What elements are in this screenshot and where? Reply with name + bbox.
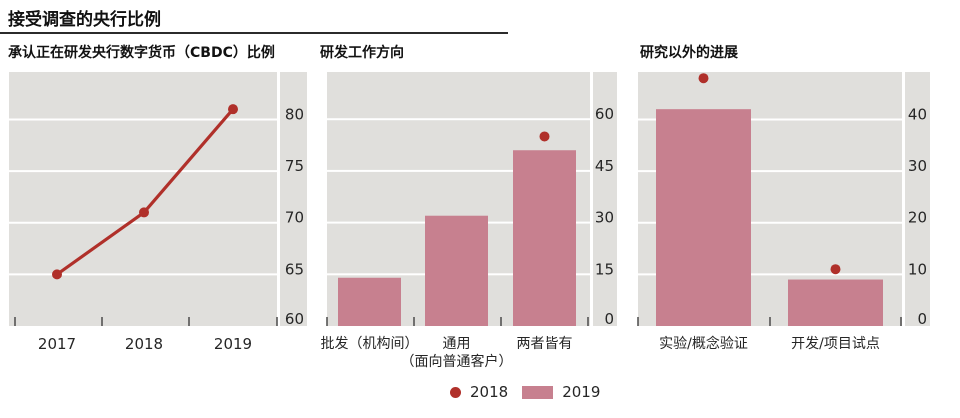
grid-line <box>327 118 590 121</box>
x-tick-mark <box>637 317 639 326</box>
x-tick-mark <box>14 317 16 326</box>
x-category-label: 批发（机构间） <box>321 336 419 352</box>
y-tick-label: 0 <box>917 310 927 328</box>
grid-line <box>9 118 277 121</box>
y-tick-label: 80 <box>285 105 304 123</box>
x-category-label: 通用 <box>443 336 471 352</box>
plot-background <box>9 72 307 326</box>
axis-separator <box>277 72 280 326</box>
y-tick-label: 20 <box>908 209 927 227</box>
legend-item-2018: 2018 <box>450 383 508 401</box>
chart-title-work-focus: 研发工作方向 <box>320 45 404 61</box>
x-tick-mark <box>500 317 502 326</box>
grid-line <box>9 221 277 224</box>
chart-title-cbdc-share: 承认正在研发央行数字货币（CBDC）比例 <box>8 45 275 61</box>
axis-separator <box>590 72 593 326</box>
y-tick-label: 15 <box>595 260 614 278</box>
x-tick-mark <box>900 317 902 326</box>
grid-line <box>638 118 902 121</box>
x-category-label: 2019 <box>214 335 252 353</box>
y-tick-label: 45 <box>595 157 614 175</box>
bar-2019 <box>338 277 401 326</box>
grid-line <box>638 170 902 173</box>
y-tick-label: 60 <box>285 310 304 328</box>
y-tick-label: 60 <box>595 105 614 123</box>
bar-2019 <box>656 109 751 326</box>
y-tick-label: 40 <box>908 105 927 123</box>
legend-bar-swatch-icon <box>522 385 554 399</box>
legend-dot-icon <box>450 386 461 398</box>
y-tick-label: 0 <box>604 310 614 328</box>
chart-title-beyond-research: 研究以外的进展 <box>640 45 738 61</box>
grid-line <box>638 273 902 276</box>
x-tick-mark <box>101 317 103 326</box>
grid-line <box>9 170 277 173</box>
grid-line <box>9 273 277 276</box>
y-tick-label: 70 <box>285 209 304 227</box>
y-tick-label: 65 <box>285 260 304 278</box>
x-tick-mark <box>326 317 328 326</box>
x-tick-mark <box>188 317 190 326</box>
y-tick-label: 30 <box>908 157 927 175</box>
legend-label-2018: 2018 <box>470 383 509 401</box>
x-tick-mark <box>413 317 415 326</box>
legend-label-2019: 2019 <box>562 383 601 401</box>
legend-item-2019: 2019 <box>522 383 600 401</box>
bar-2019 <box>513 150 576 326</box>
y-tick-label: 30 <box>595 209 614 227</box>
line-data-point <box>139 207 149 218</box>
x-tick-mark <box>276 317 278 326</box>
x-tick-mark <box>769 317 771 326</box>
y-tick-label: 75 <box>285 157 304 175</box>
dot-2018 <box>830 264 841 275</box>
title-underline <box>0 32 508 34</box>
x-category-label: 2018 <box>125 335 163 353</box>
line-data-point <box>228 104 238 115</box>
chart-legend: 2018 2019 <box>450 383 600 401</box>
bar-2019 <box>788 279 883 326</box>
y-tick-label: 10 <box>908 260 927 278</box>
dot-2018 <box>539 131 550 142</box>
x-category-label: 两者皆有 <box>517 336 573 352</box>
line-data-point <box>52 269 62 280</box>
x-category-label: 开发/项目试点 <box>791 336 880 352</box>
axis-separator <box>902 72 905 326</box>
page-title: 接受调查的央行比例 <box>8 10 161 30</box>
bar-2019 <box>425 215 488 326</box>
dot-2018 <box>698 73 709 84</box>
grid-line <box>327 169 590 172</box>
x-category-label: 实验/概念验证 <box>659 335 748 352</box>
x-category-label: （面向普通客户） <box>401 353 513 370</box>
x-tick-mark <box>587 317 589 326</box>
grid-line <box>638 221 902 224</box>
x-category-label: 2017 <box>38 335 76 353</box>
